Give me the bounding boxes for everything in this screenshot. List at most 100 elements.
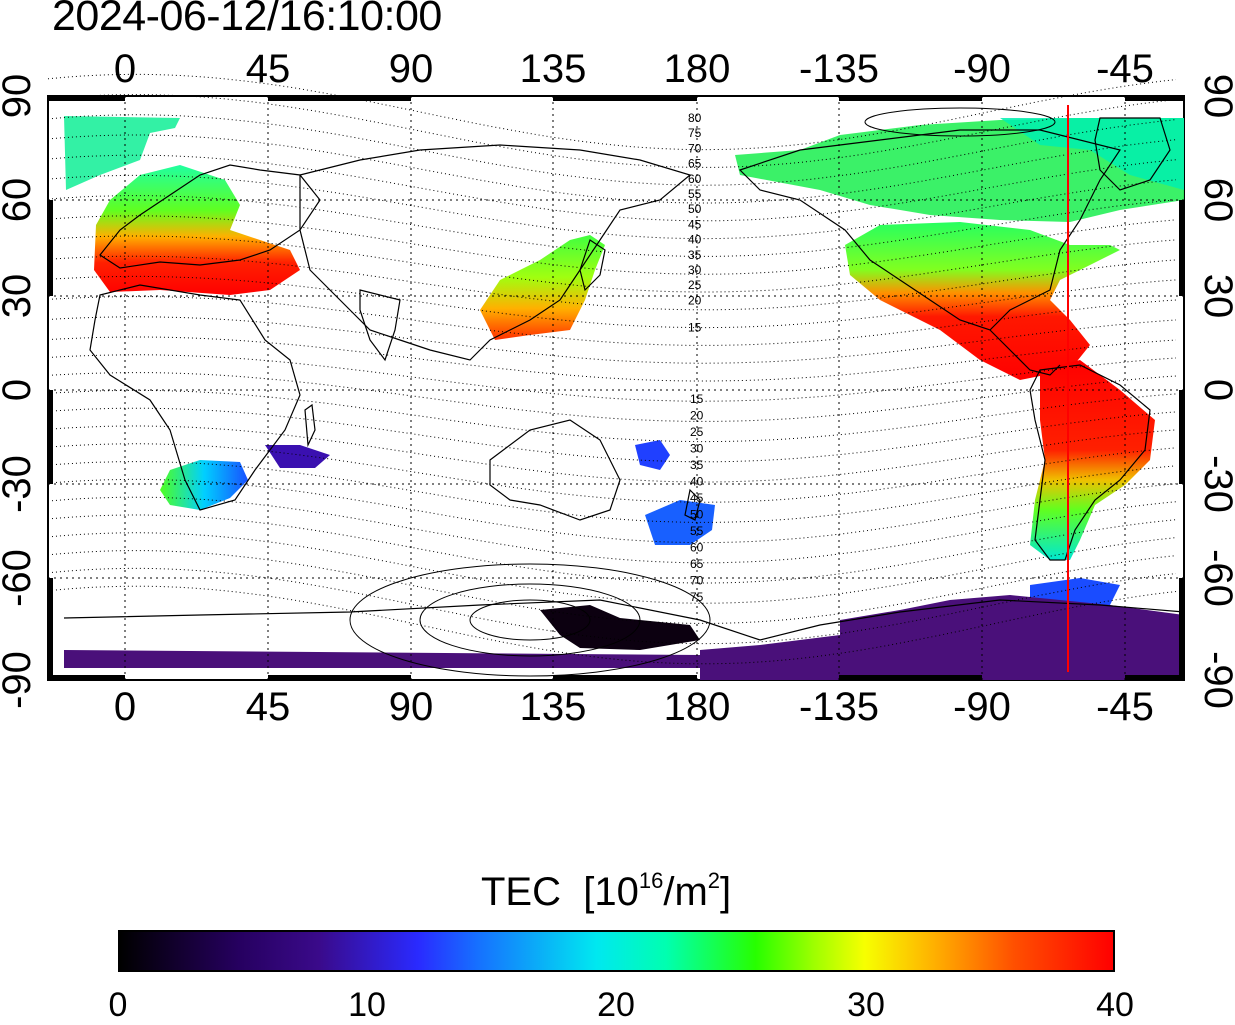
mag-contour-8 — [47, 235, 1177, 293]
colorbar-tick-4: 40 — [1096, 986, 1134, 1024]
lon-tick-bottom-6: -90 — [953, 685, 1011, 729]
coastline-japan — [579, 239, 606, 292]
mag-contour-25 — [47, 550, 1177, 624]
lat-tick-right-6: -90 — [1196, 651, 1235, 709]
tec-region-tasman — [635, 440, 670, 470]
coastline-north-america — [738, 129, 1121, 331]
coastline-madagascar — [304, 403, 316, 448]
lat-tick-left-3: 0 — [0, 379, 39, 401]
mag-contour-7 — [47, 215, 1177, 275]
tec-region-asia — [480, 235, 605, 340]
colorbar-unit-exp2: 2 — [707, 867, 721, 893]
tec-region-antarctica-west — [700, 595, 1184, 680]
lon-tick-bottom-2: 90 — [389, 685, 434, 729]
colorbar-unit-exp: 16 — [638, 867, 664, 893]
mag-contour-17 — [47, 407, 1177, 463]
mag-contour-12 — [47, 316, 1177, 364]
lat-tick-left-6: -90 — [0, 651, 39, 709]
contour-label-south-20: 20 — [690, 409, 704, 423]
mag-contour-20 — [47, 461, 1177, 523]
coastline-india — [359, 289, 401, 362]
mag-contour-14 — [47, 354, 1177, 402]
contour-label-north-25: 25 — [688, 278, 702, 292]
coastline-australia — [489, 419, 621, 521]
tec-data-layer — [64, 116, 1184, 680]
lon-tick-bottom-5: -135 — [799, 685, 879, 729]
mag-contour-24 — [47, 532, 1177, 604]
contour-label-south-50: 50 — [690, 508, 704, 522]
lat-ticks-right: 90 60 30 0 -30 -60 -90 — [1196, 74, 1235, 709]
tec-region-madagascar — [265, 445, 330, 468]
contour-label-north-50: 50 — [688, 202, 702, 216]
lon-tick-top-6: -90 — [953, 47, 1011, 91]
contour-label-south-45: 45 — [690, 491, 704, 505]
mag-contour-16 — [47, 389, 1177, 443]
lon-tick-bottom-0: 0 — [114, 685, 136, 729]
colorbar-unit-suffix: ] — [720, 870, 732, 914]
lat-tick-left-2: 30 — [0, 274, 39, 319]
contour-label-south-15: 15 — [690, 392, 704, 406]
contour-label-north-75: 75 — [688, 126, 702, 140]
mag-contour-21 — [47, 478, 1177, 544]
colorbar-tick-3: 30 — [847, 986, 885, 1024]
north-pole-contour — [864, 107, 1056, 137]
coastline-new-zealand — [684, 488, 701, 521]
mag-contour-23 — [47, 514, 1177, 584]
contour-labels: 8075706560555045403530252015152025303540… — [688, 111, 704, 604]
mag-contour-22 — [47, 496, 1177, 564]
tec-region-antarctica-dark — [540, 605, 700, 650]
lon-tick-top-1: 45 — [246, 47, 291, 91]
lat-tick-left-1: 60 — [0, 178, 39, 223]
contour-label-north-30: 30 — [688, 263, 702, 277]
mag-contour-13 — [47, 336, 1177, 382]
lon-tick-top-4: 180 — [664, 47, 731, 91]
contour-label-south-35: 35 — [690, 458, 704, 472]
tec-region-antarctica-strip — [64, 650, 700, 668]
south-pole-contour-0 — [469, 599, 591, 641]
lon-tick-top-7: -45 — [1096, 47, 1154, 91]
lon-tick-bottom-3: 135 — [520, 685, 587, 729]
contour-label-north-35: 35 — [688, 248, 702, 262]
mag-contour-1 — [47, 94, 1177, 168]
mag-contour-15 — [47, 372, 1177, 422]
colorbar-title: TEC [1016/m2] — [481, 867, 732, 915]
mag-contour-11 — [47, 296, 1177, 346]
lon-tick-top-0: 0 — [114, 47, 136, 91]
lon-ticks-top: 0 45 90 135 180 -135 -90 -45 — [114, 47, 1154, 91]
lat-tick-right-1: 60 — [1196, 178, 1235, 223]
lon-tick-bottom-1: 45 — [246, 685, 291, 729]
coastline-greenland — [1094, 117, 1171, 191]
south-pole-contour-2 — [349, 563, 711, 677]
lat-tick-right-2: 30 — [1196, 274, 1235, 319]
colorbar-tick-0: 0 — [108, 986, 128, 1024]
colorbar-tick-1: 10 — [348, 986, 386, 1024]
coastline-africa — [89, 284, 301, 511]
contour-label-north-60: 60 — [688, 172, 702, 186]
timestamp-title: 2024-06-12/16:10:00 — [52, 0, 442, 40]
mag-contour-10 — [47, 275, 1177, 329]
coastline-europe — [99, 164, 321, 269]
magnetic-latitude-contours — [47, 73, 1177, 677]
mag-contour-0 — [47, 73, 1177, 151]
contour-label-south-70: 70 — [690, 574, 704, 588]
south-pole-contour-1 — [419, 583, 641, 657]
mag-contour-18 — [47, 425, 1177, 483]
mag-contour-26 — [47, 567, 1177, 645]
lat-tick-right-0: 90 — [1196, 74, 1235, 119]
contour-label-south-55: 55 — [690, 524, 704, 538]
mag-contour-27 — [47, 585, 1177, 665]
colorbar-unit-prefix: [10 — [583, 870, 639, 914]
axis-tick-bars — [48, 96, 1184, 680]
map-plot: 8075706560555045403530252015152025303540… — [0, 47, 1235, 729]
contour-label-south-75: 75 — [690, 590, 704, 604]
colorbar-label: TEC — [481, 870, 561, 914]
tec-region-south-america — [1030, 360, 1155, 560]
mag-contour-3 — [47, 134, 1177, 204]
contour-label-north-55: 55 — [688, 187, 702, 201]
colorbar-unit-mid: /m — [663, 870, 708, 914]
lat-tick-right-5: -60 — [1196, 549, 1235, 607]
contour-label-north-40: 40 — [688, 233, 702, 247]
coastline-asia — [299, 144, 692, 361]
lat-tick-left-5: -60 — [0, 549, 39, 607]
mag-contour-2 — [47, 114, 1177, 186]
